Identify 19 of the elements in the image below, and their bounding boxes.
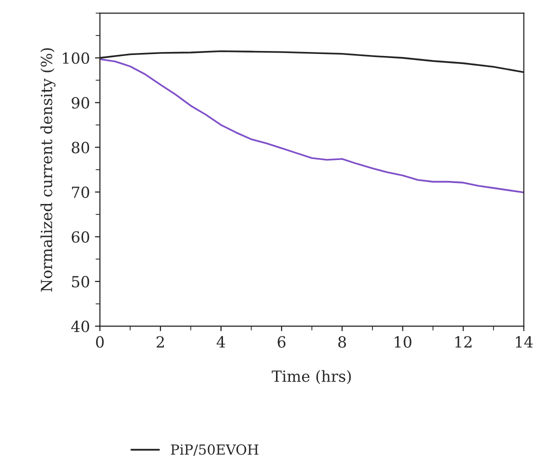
legend-label: PiP/50EVOH <box>170 444 258 456</box>
y-tick-label: 50 <box>72 276 90 288</box>
x-tick-label: 6 <box>278 336 286 348</box>
x-tick-label: 12 <box>455 336 472 348</box>
y-axis-title: Normalized current density (%) <box>40 48 56 292</box>
y-tick-label: 90 <box>72 97 90 109</box>
x-tick-label: 10 <box>394 336 412 348</box>
y-tick-label: 60 <box>72 231 90 243</box>
x-axis-title: Time (hrs) <box>272 370 351 384</box>
x-tick-label: 0 <box>96 336 104 348</box>
y-tick-label: 100 <box>62 52 90 64</box>
x-tick-label: 8 <box>338 336 346 348</box>
x-tick-label: 4 <box>216 336 226 348</box>
y-tick-label: 70 <box>72 186 90 198</box>
x-tick-label: 2 <box>156 336 164 348</box>
y-tick-label: 40 <box>71 320 90 332</box>
line-series <box>100 58 524 194</box>
y-tick-label: 80 <box>72 142 90 154</box>
x-tick-label: 14 <box>516 336 533 348</box>
